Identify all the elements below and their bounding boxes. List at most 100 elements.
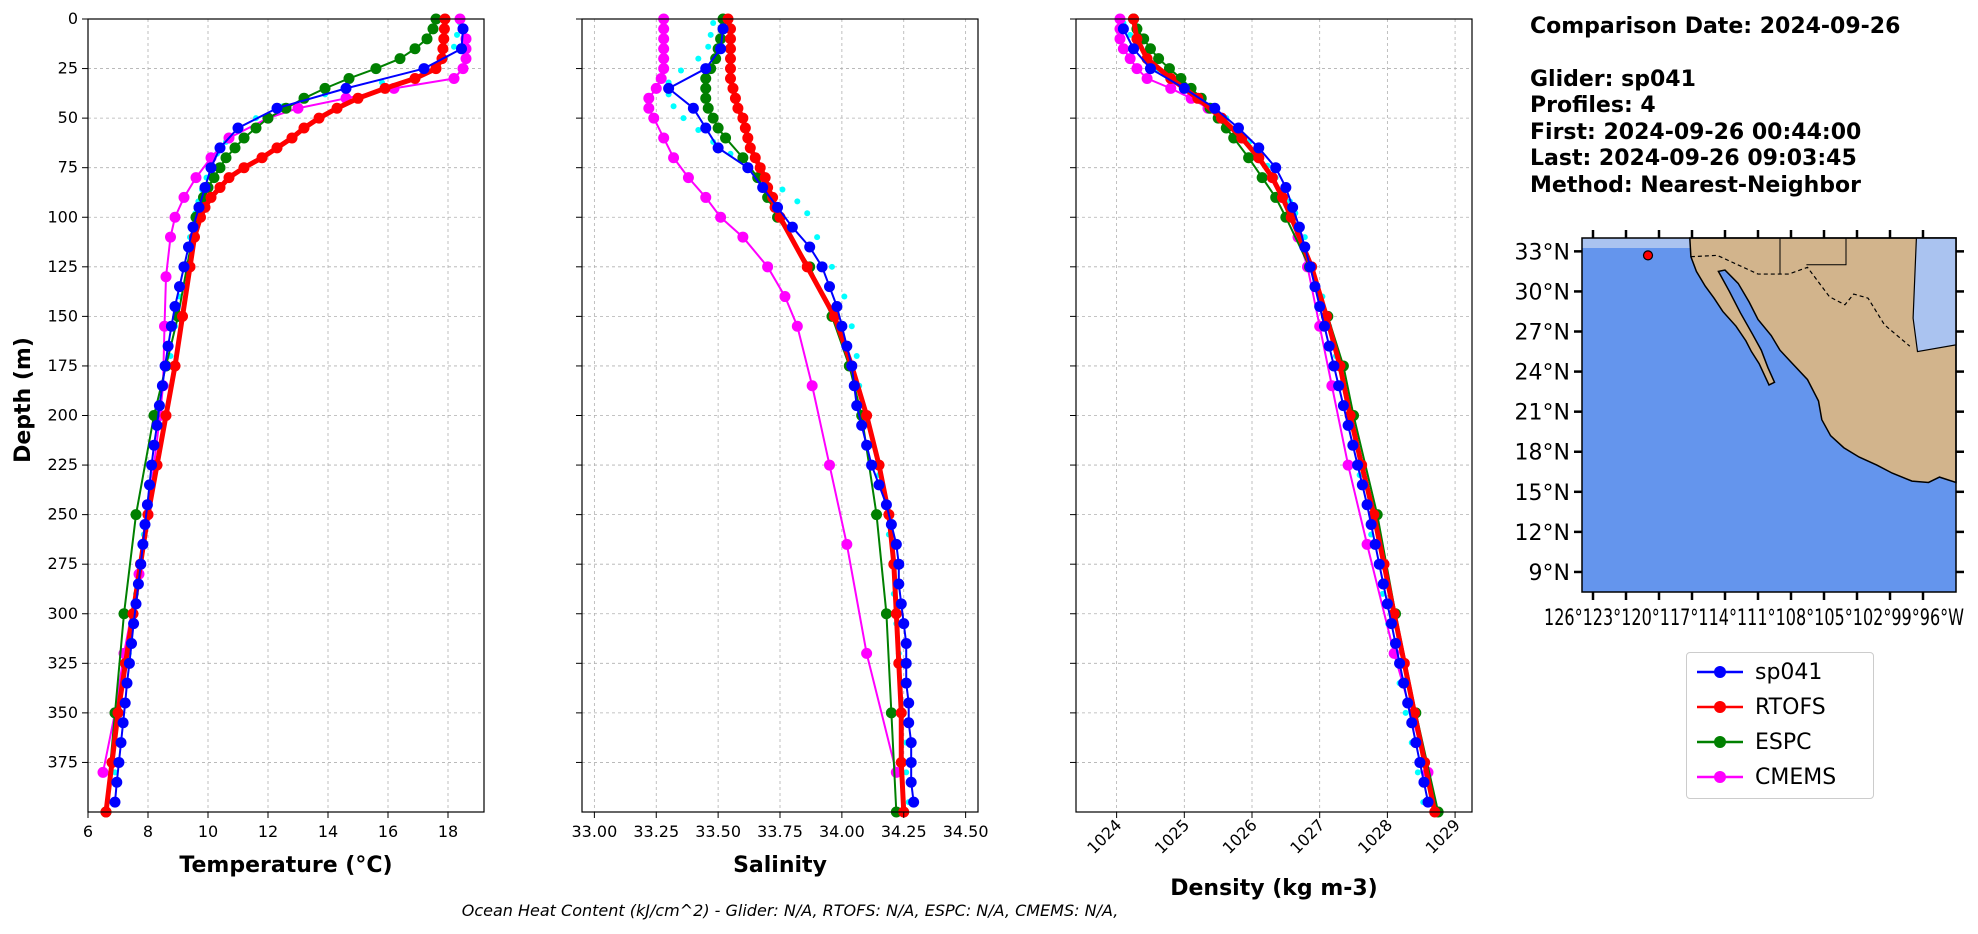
data-point-sp041: [898, 618, 910, 630]
series-line-sp041: [667, 28, 915, 803]
data-point-sp041: [905, 756, 917, 768]
data-point-espc: [421, 33, 433, 45]
x-tick-label: 10: [198, 822, 218, 841]
data-point-sp041: [1422, 796, 1434, 808]
data-point-espc: [702, 102, 714, 114]
data-point-sp041: [137, 538, 149, 550]
y-tick-label: 175: [47, 356, 78, 375]
data-point-sp041: [128, 618, 140, 630]
data-point-rtofs: [438, 33, 450, 45]
y-tick-label: 25: [58, 59, 78, 78]
data-point-espc: [720, 132, 732, 144]
data-point-cmems: [97, 766, 109, 778]
x-tick-label: 34.25: [881, 822, 927, 841]
data-point-glider-raw-: [705, 43, 712, 50]
data-point-glider-raw-: [695, 55, 702, 62]
legend-item-rtofs: RTOFS: [1695, 692, 1826, 722]
data-point-cmems: [658, 132, 670, 144]
data-point-sp041: [1323, 340, 1335, 352]
data-point-rtofs: [1388, 608, 1400, 620]
data-point-cmems: [1131, 63, 1143, 75]
data-point-sp041: [183, 241, 194, 253]
data-point-rtofs: [725, 33, 736, 45]
data-point-rtofs: [732, 102, 744, 114]
data-point-rtofs: [895, 756, 907, 768]
data-point-sp041: [232, 122, 244, 134]
data-point-sp041: [1299, 241, 1311, 253]
data-point-sp041: [1352, 459, 1364, 471]
data-point-espc: [238, 132, 250, 144]
data-point-sp041: [1293, 221, 1305, 233]
data-point-sp041: [1377, 578, 1389, 590]
x-tick-label: 33.00: [571, 822, 617, 841]
data-point-sp041: [900, 677, 912, 689]
data-point-glider-raw-: [707, 31, 714, 38]
lat-tick-label: 30°N: [1515, 280, 1570, 305]
data-point-sp041: [1347, 439, 1359, 451]
data-point-sp041: [1369, 538, 1381, 550]
data-point-sp041: [848, 380, 860, 392]
data-point-cmems: [165, 231, 176, 243]
data-point-sp041: [111, 776, 123, 788]
data-point-rtofs: [729, 92, 741, 104]
data-point-rtofs: [298, 122, 310, 134]
data-point-rtofs: [379, 82, 391, 94]
data-point-espc: [700, 92, 712, 104]
data-point-cmems: [841, 538, 853, 550]
data-point-sp041: [119, 697, 131, 709]
data-point-rtofs: [438, 23, 450, 35]
legend-swatch-rtofs: [1697, 701, 1743, 713]
data-point-cmems: [658, 43, 670, 55]
data-point-sp041: [340, 82, 352, 94]
legend-label: ESPC: [1755, 729, 1812, 755]
data-point-sp041: [804, 241, 816, 253]
temperature-panel: 6 8 10 12 14 16 18 0 25 50 75 100 125 150 175 200 225 250…: [47, 9, 485, 878]
data-point-sp041: [174, 281, 185, 293]
data-point-espc: [208, 172, 220, 184]
x-tick-label: 33.75: [757, 822, 803, 841]
data-point-sp041: [457, 23, 469, 35]
data-point-sp041: [861, 439, 873, 451]
data-point-sp041: [1385, 618, 1397, 630]
data-point-sp041: [1314, 300, 1326, 312]
data-point-sp041: [700, 63, 712, 75]
y-tick-label: 150: [47, 306, 78, 325]
data-point-sp041: [1333, 380, 1345, 392]
data-point-sp041: [1406, 717, 1418, 729]
data-point-sp041: [1144, 63, 1156, 75]
legend-item-cmems: CMEMS: [1695, 762, 1836, 792]
state-border: [1806, 238, 1847, 266]
data-point-sp041: [146, 459, 158, 471]
data-point-espc: [220, 152, 232, 164]
data-point-cmems: [668, 152, 680, 164]
data-point-rtofs: [1276, 191, 1288, 203]
data-point-sp041: [786, 221, 798, 233]
data-point-sp041: [1270, 162, 1282, 174]
data-point-espc: [370, 63, 382, 75]
y-tick-label: 250: [47, 505, 78, 524]
data-point-sp041: [1373, 558, 1385, 570]
x-tick-label: 1025: [1151, 815, 1193, 857]
data-point-sp041: [1402, 697, 1414, 709]
data-point-glider-raw-: [1402, 709, 1409, 716]
data-point-glider-raw-: [112, 769, 118, 776]
data-point-rtofs: [1368, 509, 1380, 521]
data-point-sp041: [156, 380, 168, 392]
data-point-rtofs: [238, 162, 250, 174]
data-point-rtofs: [214, 182, 226, 194]
data-point-rtofs: [177, 310, 188, 322]
data-point-glider-raw-: [454, 31, 460, 38]
data-point-sp041: [772, 201, 784, 213]
data-point-rtofs: [725, 63, 736, 75]
data-point-sp041: [687, 102, 699, 114]
data-point-rtofs: [828, 310, 840, 322]
series-line-cmems: [1119, 19, 1429, 773]
data-point-sp041: [117, 717, 129, 729]
data-point-cmems: [762, 261, 774, 273]
legend-label: RTOFS: [1755, 694, 1826, 720]
method: Method: Nearest-Neighbor: [1530, 172, 1861, 198]
data-point-rtofs: [1253, 152, 1265, 164]
data-point-sp041: [900, 637, 912, 649]
data-point-cmems: [160, 271, 172, 283]
data-point-sp041: [893, 558, 905, 570]
